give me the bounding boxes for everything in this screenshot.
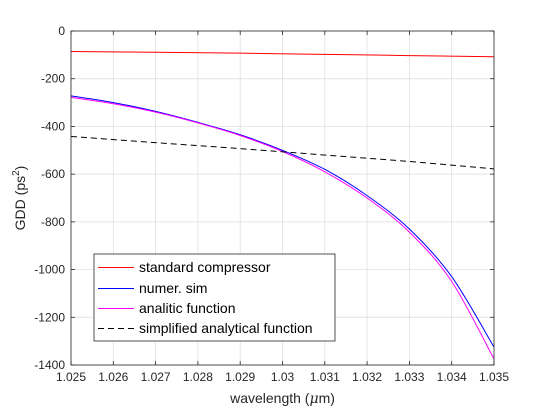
y-tick-label: -1200	[34, 310, 65, 324]
x-axis-label-mu: μ	[309, 391, 318, 407]
series-line-simplified-analytical-function	[70, 135, 495, 170]
x-axis-label-pre: wavelength (	[229, 390, 310, 406]
series-line-standard-compressor	[70, 51, 495, 58]
y-tick-label: 0	[58, 24, 65, 38]
legend-label-analitic-function: analitic function	[139, 300, 236, 316]
series-layer	[70, 51, 495, 360]
series-line-numer-sim	[70, 95, 495, 348]
y-tick-label: -600	[41, 167, 65, 181]
x-tick-label: 1.034	[437, 370, 467, 384]
legend-label-simplified-analytical-function: simplified analytical function	[139, 320, 313, 336]
legend: standard compressor numer. sim analitic …	[93, 253, 336, 342]
x-tick-label: 1.029	[225, 370, 255, 384]
x-axis-label: wavelength (μm)	[229, 390, 335, 407]
x-tick-label: 1.033	[394, 370, 424, 384]
x-tick-label: 1.025	[56, 370, 86, 384]
x-tick-label: 1.035	[479, 370, 509, 384]
x-tick-label: 1.031	[310, 370, 340, 384]
legend-box	[93, 253, 336, 342]
y-tick-label: -400	[41, 119, 65, 133]
x-tick-label: 1.032	[352, 370, 382, 384]
y-axis-label-post: )	[12, 166, 28, 171]
x-tick-label: 1.028	[183, 370, 213, 384]
y-tick-label: -200	[41, 72, 65, 86]
y-tick-label: -800	[41, 215, 65, 229]
y-tick-label: -1400	[34, 358, 65, 372]
y-tick-label: -1000	[34, 263, 65, 277]
y-axis-label-sup: 2	[11, 170, 22, 176]
ticks: 1.025 1.026 1.027 1.028 1.029 1.03 1.031 1.032 1…	[34, 24, 509, 384]
x-axis-label-post: m)	[319, 390, 335, 406]
y-axis-label: GDD (ps2)	[11, 166, 28, 231]
series-line-analitic-function	[70, 96, 495, 360]
legend-label-standard-compressor: standard compressor	[139, 259, 271, 275]
legend-label-numer-sim: numer. sim	[139, 280, 207, 296]
x-tick-label: 1.027	[141, 370, 171, 384]
y-axis-label-pre: GDD (ps	[12, 176, 28, 230]
x-tick-label: 1.03	[271, 370, 295, 384]
x-tick-label: 1.026	[98, 370, 128, 384]
